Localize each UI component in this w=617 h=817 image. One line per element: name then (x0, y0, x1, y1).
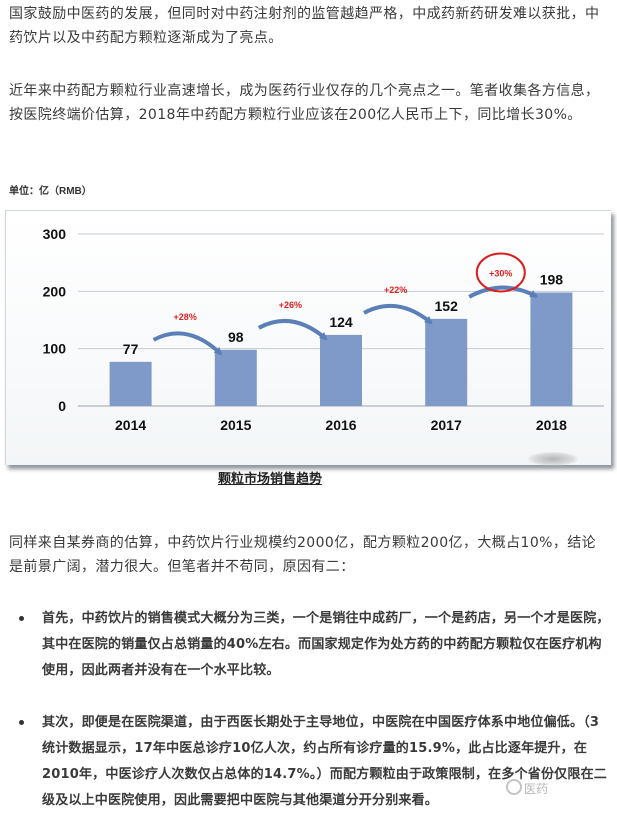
list-item-text: 首先，中药饮片的销售模式大概分为三类，一个是销往中成药厂，一个是药店，另一个才是… (42, 611, 610, 678)
y-tick-label: 200 (43, 283, 67, 299)
growth-label: +26% (279, 300, 302, 310)
growth-label: +22% (384, 285, 407, 295)
growth-arrow (152, 331, 223, 356)
y-tick-label: 0 (58, 398, 66, 414)
growth-arrow (363, 303, 433, 325)
bars (109, 292, 573, 406)
y-tick-label: 100 (43, 341, 67, 357)
bar-2015 (214, 349, 257, 406)
bar-2018 (530, 292, 573, 406)
market-paragraph: 近年来中药配方颗粒行业高速增长，成为医药行业仅存的几个亮点之一。笔者收集各方信息… (9, 83, 600, 123)
watermark-logo-icon (506, 779, 522, 795)
bar-2017 (425, 318, 468, 406)
growth-arrows (152, 252, 539, 356)
growth-label: +30% (489, 268, 512, 278)
x-tick-label: 2018 (536, 417, 567, 433)
list-item-text: 其次，即便是在医院渠道，由于西医长期处于主导地位，中医院在中国医疗体系中地位偏低… (42, 715, 607, 808)
labels: 300 200 100 0 77 2014 98 2015 124 2016 152 2017 198 2… (43, 226, 568, 433)
data-label: 198 (540, 271, 564, 287)
bar-2014 (109, 361, 152, 406)
estimate-paragraph: 同样来自某券商的估算，中药饮片行业规模约2000亿，配方颗粒200亿，大概占10… (9, 535, 597, 575)
intro-paragraph: 国家鼓励中医药的发展，但同时对中药注射剂的监管越趋严格，中成药新药研发难以获批，… (9, 6, 600, 46)
bullet-dot-icon (19, 616, 24, 621)
chart-caption: 颗粒市场销售趋势 (218, 472, 323, 487)
data-label: 152 (435, 298, 459, 314)
x-tick-label: 2015 (220, 417, 251, 433)
smudge-decoration (528, 452, 578, 466)
highlight-circle (475, 252, 526, 293)
data-label: 124 (329, 314, 353, 330)
chart-frame: 300 200 100 0 77 2014 98 2015 124 2016 152 2017 198 2… (5, 210, 611, 465)
growth-label: +28% (174, 312, 197, 322)
growth-arrow (468, 285, 539, 299)
x-tick-label: 2014 (115, 417, 146, 433)
chart-unit-label: 单位：亿（RMB） (9, 186, 92, 197)
data-label: 77 (123, 341, 139, 357)
watermark-text: 医药 (524, 782, 549, 796)
bar-2016 (320, 334, 362, 406)
y-tick-label: 300 (43, 226, 67, 242)
data-label: 98 (228, 329, 244, 345)
bullet-dot-icon (19, 720, 24, 725)
bar-chart: 300 200 100 0 77 2014 98 2015 124 2016 152 2017 198 2… (43, 226, 604, 433)
x-tick-label: 2016 (325, 417, 356, 433)
x-tick-label: 2017 (431, 417, 462, 433)
growth-arrow (257, 319, 328, 341)
